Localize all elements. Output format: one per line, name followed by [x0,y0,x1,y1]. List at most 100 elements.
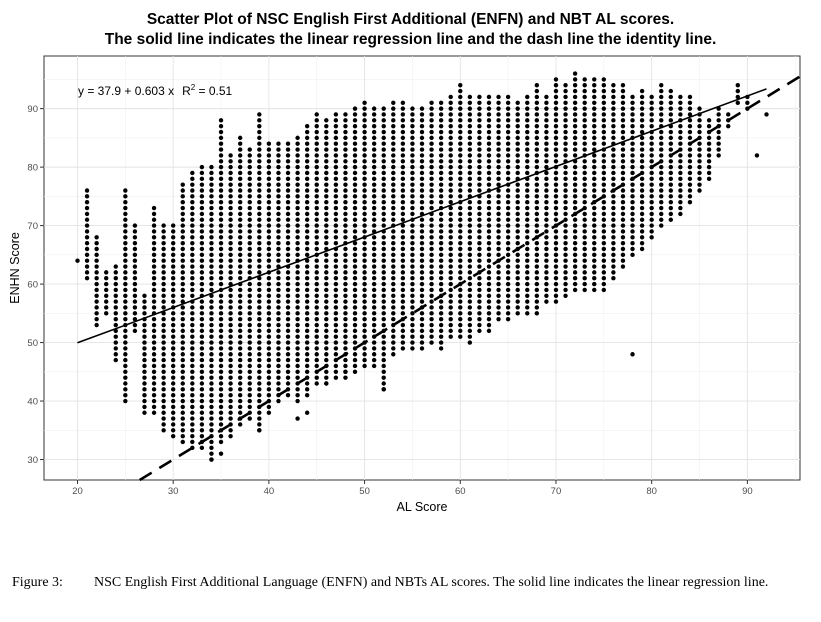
data-point [515,229,520,234]
data-point [572,71,578,76]
data-point [362,211,367,217]
data-point [343,205,348,211]
data-point [525,258,530,263]
data-point [582,211,587,217]
data-point [630,182,635,187]
data-point [601,223,607,228]
data-point [659,129,664,135]
data-point [104,281,109,287]
data-point [553,159,559,164]
data-point [142,305,147,310]
data-point [257,346,262,351]
data-point [362,123,367,129]
data-point [419,311,425,316]
data-point [218,194,224,199]
data-point [534,112,540,117]
data-point [391,112,396,117]
data-point [582,217,587,222]
data-point [352,188,358,193]
data-point [505,311,511,316]
data-point [285,299,291,304]
data-point [419,235,425,240]
data-point [237,293,243,298]
data-point [735,83,740,88]
data-point [151,246,157,252]
data-point [304,194,310,199]
data-point [257,387,262,392]
data-point [314,182,319,187]
data-point [190,352,195,357]
data-point [371,159,377,164]
data-point [247,287,252,293]
data-point [295,398,300,404]
data-point [410,159,415,164]
data-point [113,346,118,351]
data-point [381,217,386,222]
data-point [190,182,195,187]
data-point [209,328,214,334]
data-point [649,135,654,141]
data-point [563,229,568,234]
data-point [544,118,549,123]
data-point [582,223,587,228]
data-point [477,164,482,170]
data-point [285,258,291,263]
data-point [276,240,281,246]
data-point [314,129,319,135]
data-point [132,235,138,240]
data-point [534,176,540,182]
data-point [515,287,520,293]
data-point [295,305,300,310]
data-point [324,346,329,351]
data-point [314,135,319,141]
data-point [659,106,664,111]
data-point [381,200,386,205]
data-point [218,264,224,269]
data-point [400,252,406,258]
data-point [324,276,329,281]
data-point [161,369,166,375]
data-point [448,188,453,193]
data-point [237,211,243,217]
data-point [94,264,99,269]
data-point [343,217,348,222]
data-point [218,211,224,217]
data-point [611,205,616,211]
data-point [592,94,597,100]
data-point [553,176,559,182]
data-point [266,293,272,298]
data-point [257,129,262,135]
data-point [314,340,319,345]
data-point [257,200,262,205]
data-point [352,235,358,240]
data-point [448,194,453,199]
data-point [601,164,607,170]
data-point [304,281,310,287]
data-point [553,77,559,82]
data-point [314,363,319,369]
data-point [314,322,319,328]
data-point [467,270,473,275]
data-point [295,416,300,421]
data-point [190,387,195,392]
data-point [180,428,185,433]
data-point [400,159,406,164]
data-point [371,363,377,369]
data-point [132,223,138,228]
data-point [295,182,300,187]
data-point [161,322,166,328]
data-point [199,328,205,334]
data-point [228,305,233,310]
data-point [400,164,406,170]
data-point [352,200,358,205]
data-point [505,106,511,111]
data-point [343,129,348,135]
data-point [726,112,731,117]
data-point [525,205,530,211]
data-point [525,164,530,170]
data-point [324,205,329,211]
data-point [170,293,176,298]
data-point [391,176,396,182]
data-point [343,369,348,375]
data-point [601,240,607,246]
